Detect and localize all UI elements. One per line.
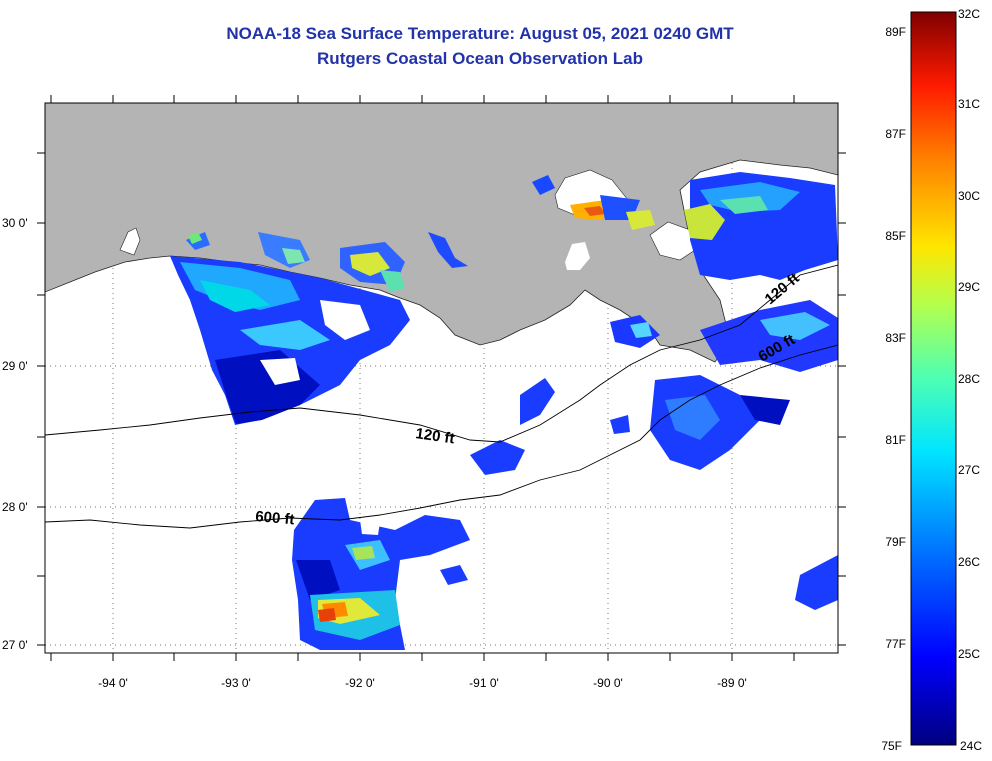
lon-label: -94 0' xyxy=(98,676,128,690)
contour-600ft xyxy=(45,344,838,529)
colorbar-label-f: 87F xyxy=(885,127,906,141)
colorbar-label-c: 29C xyxy=(958,280,980,294)
sst-swath-south xyxy=(292,498,470,650)
colorbar-label-c: 30C xyxy=(958,189,980,203)
axis-ticks xyxy=(37,95,846,661)
contour-120ft xyxy=(45,264,838,443)
colorbar-label-f: 83F xyxy=(885,331,906,345)
bathymetry-contours xyxy=(45,264,838,529)
lat-label: 27 0' xyxy=(2,638,28,652)
map-frame xyxy=(44,102,839,654)
colorbar-label-c: 32C xyxy=(958,7,980,21)
colorbar-label-f: 77F xyxy=(885,637,906,651)
lon-label: -91 0' xyxy=(469,676,499,690)
contour-label-120ft-west: 120 ft xyxy=(414,425,455,447)
colorbar-label-c: 26C xyxy=(958,555,980,569)
lake-salvador xyxy=(565,242,590,270)
lat-label: 29 0' xyxy=(2,359,28,373)
colorbar-label-f: 85F xyxy=(885,229,906,243)
colorbar-celsius-labels: 32C 31C 30C 29C 28C 27C 26C 25C 24C xyxy=(958,7,982,753)
colorbar-label-c: 25C xyxy=(958,647,980,661)
sst-central-patches xyxy=(440,378,630,585)
contour-label-600ft-south: 600 ft xyxy=(255,508,296,528)
colorbar-label-f: 79F xyxy=(885,535,906,549)
colorbar-label-f: 81F xyxy=(885,433,906,447)
map-title: NOAA-18 Sea Surface Temperature: August … xyxy=(226,24,734,43)
lon-label: -89 0' xyxy=(717,676,747,690)
colorbar-label-c: 28C xyxy=(958,372,980,386)
colorbar-label-f: 75F xyxy=(881,739,902,753)
colorbar-label-f: 89F xyxy=(885,25,906,39)
lake-calcasieu xyxy=(119,227,141,256)
map-subtitle: Rutgers Coastal Ocean Observation Lab xyxy=(317,49,643,68)
sst-swath-west xyxy=(170,256,410,425)
lon-label: -93 0' xyxy=(221,676,251,690)
lat-label: 30 0' xyxy=(2,216,28,230)
colorbar-label-c: 31C xyxy=(958,97,980,111)
colorbar-label-c: 27C xyxy=(958,463,980,477)
sst-coastal-patches xyxy=(186,175,660,348)
lon-label: -90 0' xyxy=(593,676,623,690)
lat-label: 28 0' xyxy=(2,500,28,514)
lon-label: -92 0' xyxy=(345,676,375,690)
colorbar xyxy=(910,11,957,746)
colorbar-label-c: 24C xyxy=(960,739,982,753)
land-coastline xyxy=(45,103,838,363)
colorbar-fahrenheit-labels: 89F 87F 85F 83F 81F 79F 77F 75F xyxy=(881,25,906,753)
